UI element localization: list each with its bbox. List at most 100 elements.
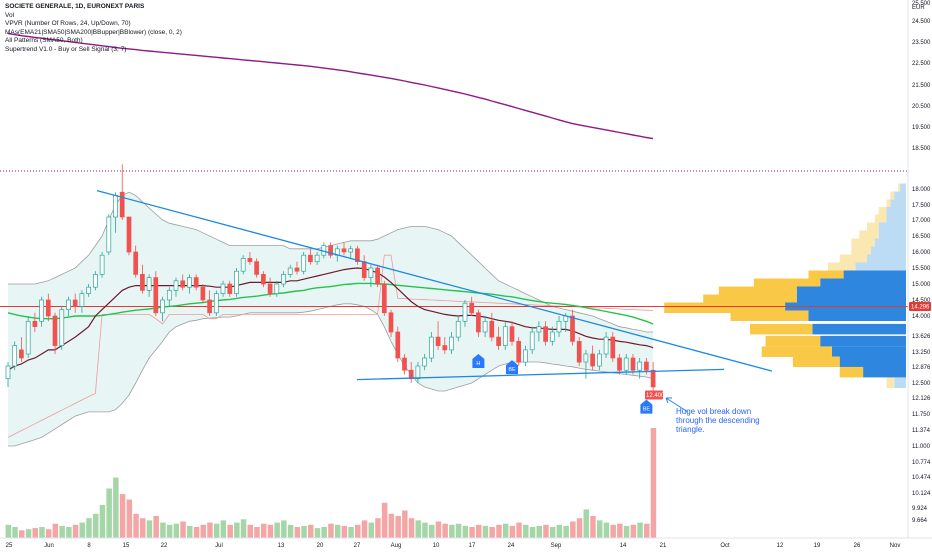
candle-body[interactable] <box>5 365 11 380</box>
candle-body[interactable] <box>644 361 649 371</box>
indicator-supertrend[interactable]: Supertrend V1.0 - Buy or Sell Signal (3,… <box>5 45 127 53</box>
candle-body[interactable] <box>583 353 589 363</box>
candle-body[interactable] <box>274 283 280 294</box>
candle-body[interactable] <box>482 320 488 333</box>
symbol-title[interactable]: SOCIETE GENERALE, 1D, EURONEXT PARIS <box>5 3 145 10</box>
candle-body[interactable] <box>422 357 427 367</box>
candle-body[interactable] <box>395 331 401 359</box>
pattern-badges[interactable]: H BE BE <box>472 354 653 414</box>
candle-body[interactable] <box>227 283 233 294</box>
indicator-mas[interactable]: MAs(EMA21|SMA50|SMA200|BBupper|BBlower) … <box>5 28 182 36</box>
candle-body[interactable] <box>516 341 522 363</box>
candle-body[interactable] <box>442 345 448 351</box>
candle-body[interactable] <box>375 267 380 285</box>
chart-legend[interactable]: SOCIETE GENERALE, 1D, EURONEXT PARIS Vol… <box>5 3 182 55</box>
candle-body[interactable] <box>314 254 320 262</box>
candle-body[interactable] <box>234 270 239 294</box>
candle-body[interactable] <box>106 216 112 253</box>
pattern-badge[interactable] <box>506 360 518 375</box>
pattern-badge[interactable] <box>472 354 485 369</box>
candle-body[interactable] <box>294 267 300 272</box>
candle-body[interactable] <box>328 245 333 256</box>
candle-body[interactable] <box>287 267 293 275</box>
candle-body[interactable] <box>590 353 595 367</box>
candle-body[interactable] <box>240 258 246 272</box>
candle-body[interactable] <box>39 299 44 322</box>
candle-body[interactable] <box>469 302 475 314</box>
candle-body[interactable] <box>52 315 58 346</box>
candle-body[interactable] <box>113 195 118 218</box>
price-axis[interactable]: EUR 25.500 24.500 23.500 22.500 21.500 20.500… <box>912 1 931 524</box>
candle-body[interactable] <box>146 277 152 291</box>
candle-body[interactable] <box>166 290 172 301</box>
candle-body[interactable] <box>341 248 347 253</box>
candle-body[interactable] <box>570 315 575 342</box>
candle-body[interactable] <box>361 261 367 278</box>
candle-body[interactable] <box>72 299 78 307</box>
candle-body[interactable] <box>435 336 441 346</box>
candle-body[interactable] <box>597 353 602 367</box>
candle-body[interactable] <box>261 274 266 285</box>
candle-body[interactable] <box>630 357 636 371</box>
candle-body[interactable] <box>529 331 535 351</box>
candle-body[interactable] <box>86 286 91 294</box>
candle-body[interactable] <box>650 369 656 388</box>
candle-body[interactable] <box>12 345 18 367</box>
candle-body[interactable] <box>576 341 582 363</box>
candle-body[interactable] <box>455 320 461 338</box>
candle-body[interactable] <box>281 274 286 285</box>
candle-body[interactable] <box>449 336 454 351</box>
candle-body[interactable] <box>59 309 65 346</box>
candle-body[interactable] <box>603 336 609 355</box>
candle-body[interactable] <box>623 357 629 371</box>
candle-body[interactable] <box>429 336 434 359</box>
candle-body[interactable] <box>220 283 226 294</box>
candle-body[interactable] <box>173 280 179 291</box>
candle-body[interactable] <box>308 254 313 262</box>
candle-body[interactable] <box>617 357 622 371</box>
candle-body[interactable] <box>348 248 354 253</box>
candle-body[interactable] <box>32 320 38 327</box>
candle-body[interactable] <box>368 267 374 278</box>
candle-body[interactable] <box>207 299 212 314</box>
candle-body[interactable] <box>536 326 542 333</box>
candle-body[interactable] <box>476 312 481 333</box>
descending-trendline[interactable] <box>96 189 773 372</box>
candle-body[interactable] <box>126 216 132 253</box>
candle-body[interactable] <box>267 283 273 294</box>
candle-body[interactable] <box>119 191 125 218</box>
candle-body[interactable] <box>187 277 192 288</box>
candle-body[interactable] <box>140 274 145 291</box>
indicator-patterns[interactable]: All Patterns (SMA50, Both) <box>5 37 83 45</box>
candle-body[interactable] <box>160 299 165 314</box>
annotation[interactable]: Huge vol break down through the descendi… <box>665 397 760 434</box>
candle-body[interactable] <box>496 336 501 346</box>
candle-body[interactable] <box>19 349 24 359</box>
candle-body[interactable] <box>462 302 468 322</box>
candle-body[interactable] <box>25 320 31 355</box>
candle-body[interactable] <box>556 320 562 333</box>
candle-body[interactable] <box>66 299 71 310</box>
candle-body[interactable] <box>388 312 394 333</box>
candle-body[interactable] <box>610 336 616 359</box>
candle-body[interactable] <box>153 277 159 314</box>
pattern-badge[interactable] <box>640 399 653 414</box>
candle-body[interactable] <box>355 248 360 262</box>
candle-body[interactable] <box>180 280 186 288</box>
candle-body[interactable] <box>213 293 219 314</box>
candle-body[interactable] <box>301 254 307 272</box>
candle-body[interactable] <box>381 283 387 314</box>
candle-body[interactable] <box>523 349 528 363</box>
candle-body[interactable] <box>549 331 555 342</box>
indicator-vol[interactable]: Vol <box>5 11 15 19</box>
candle-body[interactable] <box>637 361 643 371</box>
candle-body[interactable] <box>79 293 85 307</box>
candle-body[interactable] <box>543 326 548 342</box>
candle-body[interactable] <box>415 365 421 380</box>
candle-body[interactable] <box>193 277 199 288</box>
support-trendline[interactable] <box>356 368 725 381</box>
candle-body[interactable] <box>99 254 105 275</box>
candle-body[interactable] <box>502 326 508 346</box>
